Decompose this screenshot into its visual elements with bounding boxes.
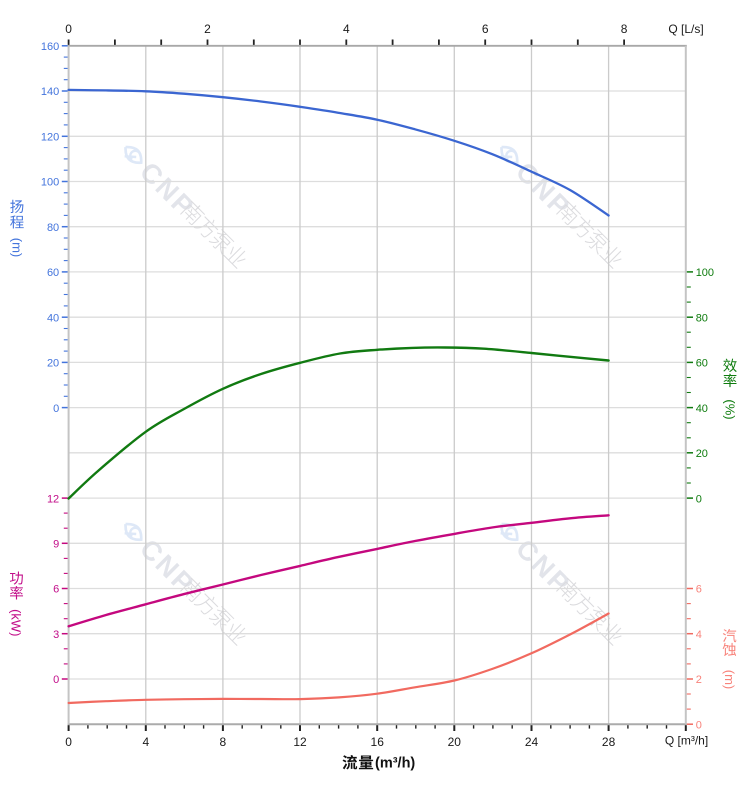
svg-text:12: 12 [293,735,307,749]
svg-text:16: 16 [371,735,385,749]
svg-text:80: 80 [47,222,59,234]
svg-text:60: 60 [47,267,59,279]
svg-text:8: 8 [621,22,628,36]
svg-text:(kW): (kW) [9,609,24,636]
svg-text:20: 20 [696,448,708,460]
svg-text:28: 28 [602,735,616,749]
svg-text:40: 40 [696,403,708,415]
svg-text:0: 0 [65,735,72,749]
svg-text:40: 40 [47,312,59,324]
svg-text:4: 4 [696,629,702,641]
svg-text:4: 4 [343,22,350,36]
svg-text:6: 6 [53,584,59,596]
svg-text:8: 8 [220,735,227,749]
svg-text:12: 12 [47,493,59,505]
svg-text:100: 100 [696,267,714,279]
svg-text:0: 0 [696,719,702,731]
svg-text:120: 120 [41,132,59,144]
svg-text:2: 2 [204,22,211,36]
svg-text:0: 0 [696,493,702,505]
svg-text:160: 160 [41,41,59,53]
svg-text:60: 60 [696,358,708,370]
svg-text:(%): (%) [723,399,738,419]
svg-text:80: 80 [696,312,708,324]
svg-text:20: 20 [47,358,59,370]
svg-text:3: 3 [53,629,59,641]
svg-text:9: 9 [53,539,59,551]
svg-text:(m): (m) [10,238,25,258]
svg-text:(m): (m) [722,670,737,690]
svg-text:4: 4 [142,735,149,749]
svg-text:6: 6 [696,584,702,596]
svg-text:6: 6 [482,22,489,36]
svg-text:2: 2 [696,674,702,686]
svg-text:100: 100 [41,177,59,189]
svg-text:0: 0 [65,22,72,36]
svg-text:(m³/h): (m³/h) [375,755,415,771]
svg-text:0: 0 [53,674,59,686]
svg-text:140: 140 [41,86,59,98]
svg-text:20: 20 [448,735,462,749]
svg-text:0: 0 [53,403,59,415]
svg-text:Q [m³/h]: Q [m³/h] [665,734,708,748]
svg-text:Q [L/s]: Q [L/s] [668,22,703,36]
svg-text:24: 24 [525,735,539,749]
